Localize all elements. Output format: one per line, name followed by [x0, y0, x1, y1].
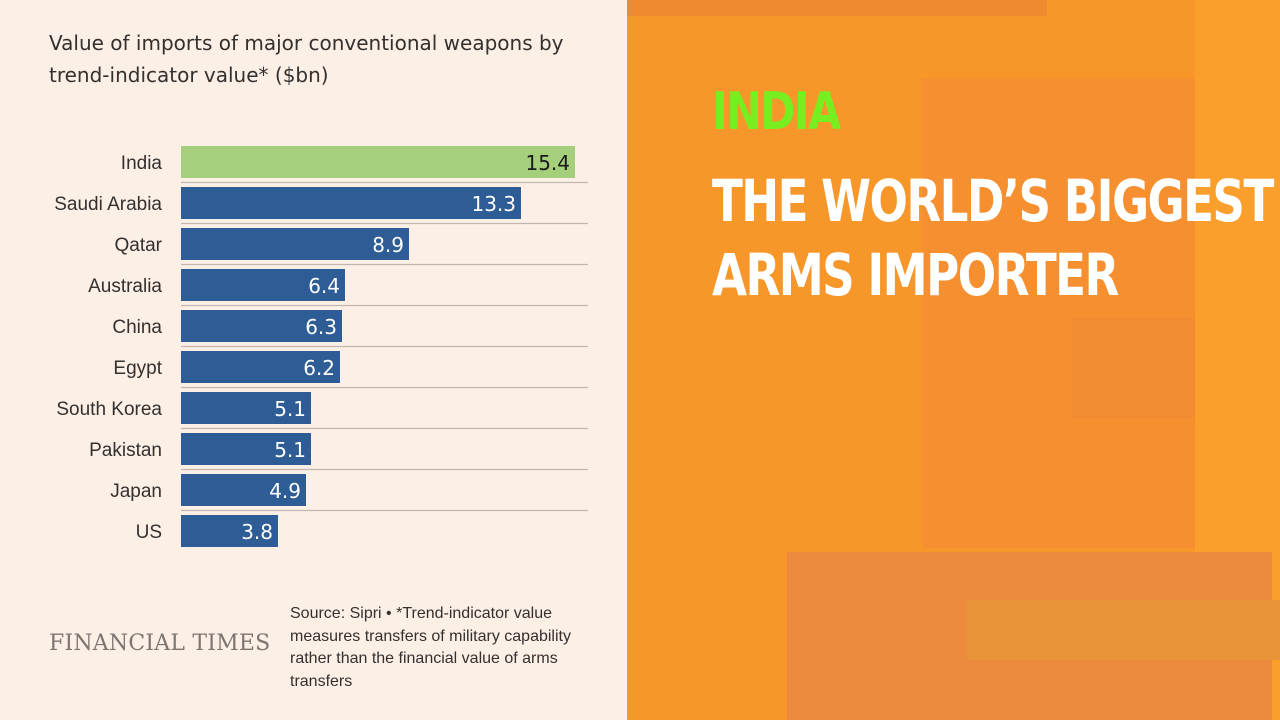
category-label: Egypt [113, 358, 162, 379]
bar [181, 433, 311, 465]
bar-chart: India 15.4 Saudi Arabia 13.3 Qatar 8.9 Austral… [54, 146, 588, 547]
bar [181, 146, 575, 178]
category-label: Qatar [114, 235, 162, 256]
publisher-logo: FINANCIAL TIMES [49, 631, 271, 656]
category-label: Australia [88, 276, 162, 297]
value-label: 4.9 [269, 479, 301, 503]
headline-line-2: ARMS IMPORTER [712, 241, 1119, 309]
value-label: 6.3 [305, 315, 337, 339]
bar [181, 310, 342, 342]
value-label: 6.4 [308, 274, 340, 298]
category-label: Japan [110, 481, 162, 502]
bar [181, 187, 521, 219]
value-label: 8.9 [372, 233, 404, 257]
source-note: Source: Sipri • *Trend-indicator value m… [290, 605, 571, 690]
background-patch [967, 600, 1280, 660]
value-label: 5.1 [274, 397, 306, 421]
category-label: Pakistan [89, 440, 162, 461]
bar [181, 351, 340, 383]
bar [181, 392, 311, 424]
headline-panel [627, 0, 1280, 720]
category-label: China [112, 317, 162, 338]
background-patch [922, 78, 1212, 548]
headline-country: INDIA [712, 82, 841, 142]
chart-panel: Value of imports of major conventional w… [0, 0, 627, 720]
category-label: India [121, 153, 163, 174]
value-label: 15.4 [525, 151, 570, 175]
background-patch [627, 0, 1047, 16]
bar [181, 269, 345, 301]
bar [181, 228, 409, 260]
category-label: South Korea [56, 399, 162, 420]
value-label: 3.8 [241, 520, 273, 544]
bar [181, 515, 278, 547]
value-label: 13.3 [471, 192, 516, 216]
value-label: 6.2 [303, 356, 335, 380]
chart-title: Value of imports of major conventional w… [49, 31, 564, 87]
value-label: 5.1 [274, 438, 306, 462]
headline-line-1: THE WORLD’S BIGGEST [712, 167, 1274, 235]
bar [181, 474, 306, 506]
category-label: US [136, 522, 162, 543]
category-label: Saudi Arabia [54, 194, 162, 215]
